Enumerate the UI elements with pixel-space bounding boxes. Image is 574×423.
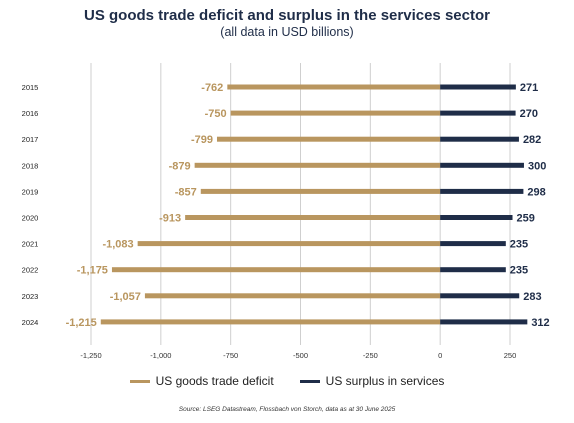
x-tick-label: -750 xyxy=(223,351,238,360)
chart-subtitle: (all data in USD billions) xyxy=(220,25,354,39)
bar-deficit xyxy=(111,267,441,273)
bars xyxy=(100,84,528,325)
data-label-surplus: 283 xyxy=(523,291,541,303)
category-label: 2021 xyxy=(22,240,39,249)
data-label-deficit: -762 xyxy=(201,82,223,94)
data-label-deficit: -857 xyxy=(175,186,197,198)
x-tick-label: -1,000 xyxy=(150,351,171,360)
bar-deficit xyxy=(100,319,441,325)
source-note: Source: LSEG Datastream, Flossbach von S… xyxy=(178,406,396,413)
category-label: 2017 xyxy=(22,135,39,144)
data-label-deficit: -799 xyxy=(191,134,213,146)
category-label: 2022 xyxy=(22,266,39,275)
bar-surplus xyxy=(440,267,506,273)
bar-deficit xyxy=(227,84,441,90)
x-tick-label: -250 xyxy=(363,351,378,360)
axis-ticks: -1,250 -1,000 -750 -500 -250 0 250 xyxy=(80,351,516,360)
legend-label-deficit: US goods trade deficit xyxy=(155,374,274,388)
bar-surplus xyxy=(440,319,528,325)
bar-deficit xyxy=(144,293,441,299)
gridlines xyxy=(90,63,511,345)
data-label-surplus: 271 xyxy=(520,82,538,94)
bar-surplus xyxy=(440,162,524,168)
data-label-deficit: -1,057 xyxy=(110,291,141,303)
chart-title: US goods trade deficit and surplus in th… xyxy=(84,7,490,24)
bar-chart: 2015 -762 271 2016 -750 270 2017 -799 282 2018 -87… xyxy=(22,63,550,360)
bar-surplus xyxy=(440,215,513,220)
data-label-deficit: -913 xyxy=(159,213,181,225)
legend: US goods trade deficit US surplus in ser… xyxy=(0,374,574,388)
bar-deficit xyxy=(185,215,441,220)
category-label: 2019 xyxy=(22,187,39,196)
data-label-surplus: 282 xyxy=(523,134,541,146)
bar-deficit xyxy=(194,162,441,168)
bar-surplus xyxy=(440,293,520,299)
data-label-deficit: -1,215 xyxy=(66,317,97,329)
x-tick-label: 0 xyxy=(438,351,442,360)
data-label-surplus: 259 xyxy=(517,213,535,225)
bar-deficit xyxy=(216,136,441,142)
x-tick-label: 250 xyxy=(504,351,517,360)
data-label-deficit: -879 xyxy=(169,160,191,172)
data-labels: 2015 -762 271 2016 -750 270 2017 -799 282 2018 -87… xyxy=(22,82,550,329)
x-tick-label: -1,250 xyxy=(80,351,101,360)
legend-swatch-surplus xyxy=(299,379,320,383)
data-label-deficit: -1,083 xyxy=(102,239,133,251)
category-label: 2016 xyxy=(22,109,39,118)
data-label-surplus: 312 xyxy=(531,317,549,329)
category-label: 2024 xyxy=(22,318,39,327)
bar-surplus xyxy=(440,84,516,90)
bar-surplus xyxy=(440,188,524,194)
data-label-surplus: 298 xyxy=(527,186,545,198)
data-label-surplus: 300 xyxy=(528,160,546,172)
bar-surplus xyxy=(440,110,516,116)
bar-deficit xyxy=(200,188,441,194)
bar-surplus xyxy=(440,241,506,247)
bar-deficit xyxy=(137,241,441,247)
legend-item-surplus: US surplus in services xyxy=(299,374,445,388)
category-label: 2023 xyxy=(22,292,39,301)
legend-item-deficit: US goods trade deficit xyxy=(129,374,274,388)
data-label-surplus: 270 xyxy=(520,108,538,120)
x-tick-label: -500 xyxy=(293,351,308,360)
legend-swatch-deficit xyxy=(129,379,150,383)
data-label-surplus: 235 xyxy=(510,239,528,251)
data-label-surplus: 235 xyxy=(510,265,528,277)
data-label-deficit: -1,175 xyxy=(77,265,108,277)
data-label-deficit: -750 xyxy=(205,108,227,120)
bar-deficit xyxy=(230,110,441,116)
legend-label-surplus: US surplus in services xyxy=(325,374,445,388)
category-label: 2018 xyxy=(22,161,39,170)
category-label: 2015 xyxy=(22,83,39,92)
category-label: 2020 xyxy=(22,214,39,223)
bar-surplus xyxy=(440,136,519,142)
